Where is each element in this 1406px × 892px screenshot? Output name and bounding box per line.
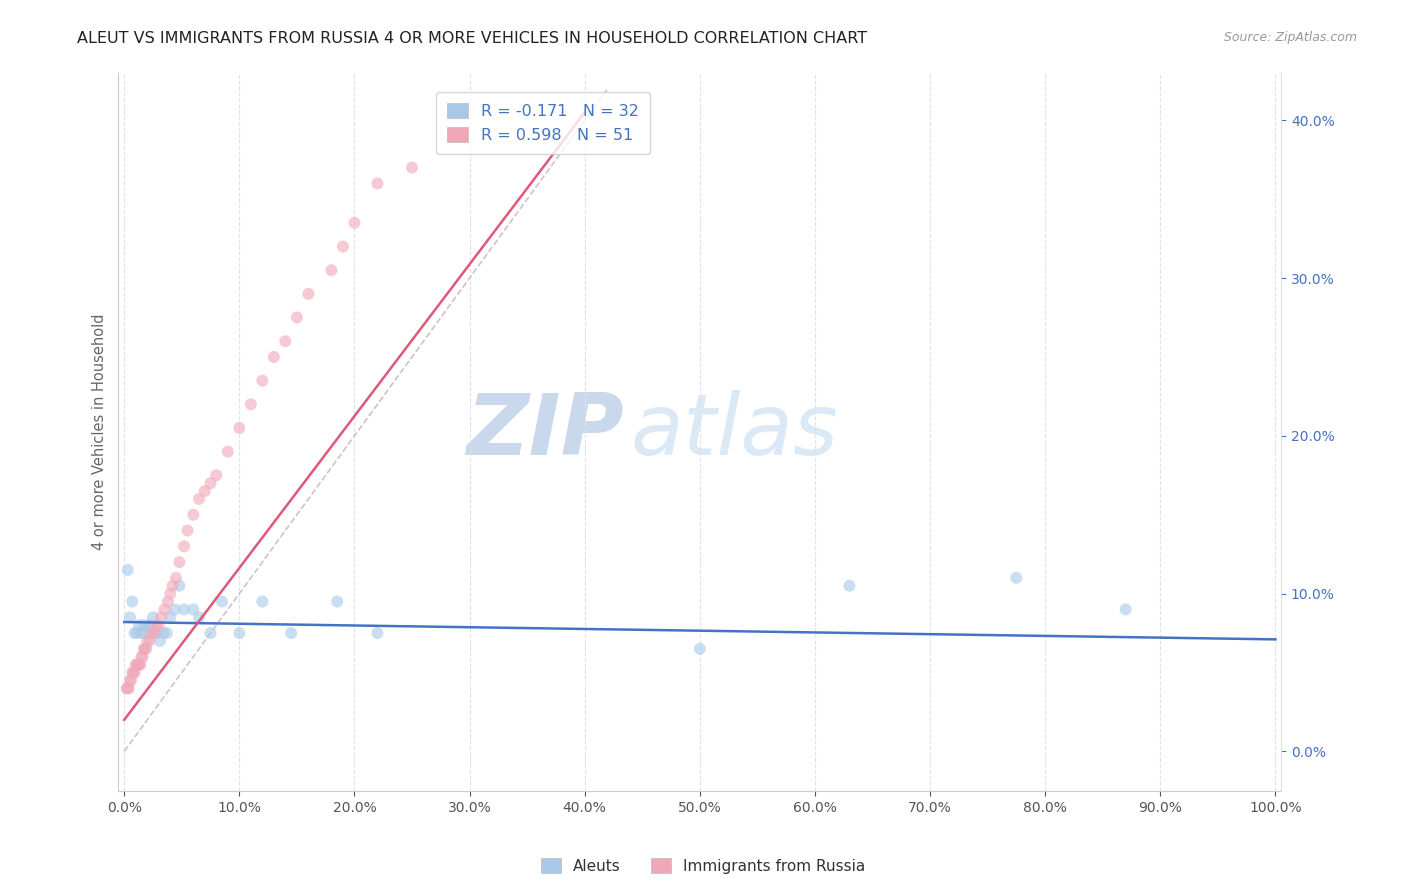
Point [145,618,167,632]
Point [134,641,156,656]
Point [689,641,711,656]
Point [173,539,195,553]
Point [280,626,302,640]
Point [263,350,285,364]
Point [132,641,155,656]
Point [1115,602,1137,616]
Point [165,571,187,585]
Point [125,657,148,672]
Point [200,476,222,491]
Point [149,634,172,648]
Point [118,610,141,624]
Point [138,634,160,648]
Point [162,579,184,593]
Point [128,657,150,672]
Text: ZIP: ZIP [467,391,624,474]
Point [326,594,349,608]
Point [129,657,152,672]
Point [169,555,191,569]
Point [125,657,148,672]
Point [297,286,319,301]
Point [153,602,176,616]
Point [132,618,155,632]
Text: atlas: atlas [630,391,838,474]
Point [124,665,146,680]
Point [122,665,145,680]
Point [239,397,262,411]
Point [211,594,233,608]
Point [332,239,354,253]
Point [120,673,142,688]
Point [194,484,217,499]
Point [135,626,157,640]
Point [173,602,195,616]
Point [321,263,343,277]
Y-axis label: 4 or more Vehicles in Household: 4 or more Vehicles in Household [93,314,107,550]
Point [181,602,204,616]
Point [131,649,153,664]
Point [252,374,274,388]
Point [188,610,211,624]
Point [121,665,143,680]
Point [285,310,308,325]
Legend: Aleuts, Immigrants from Russia: Aleuts, Immigrants from Russia [534,852,872,880]
Text: ALEUT VS IMMIGRANTS FROM RUSSIA 4 OR MORE VEHICLES IN HOUSEHOLD CORRELATION CHAR: ALEUT VS IMMIGRANTS FROM RUSSIA 4 OR MOR… [77,31,868,46]
Point [131,649,153,664]
Point [838,579,860,593]
Point [139,618,162,632]
Point [127,657,149,672]
Point [117,563,139,577]
Point [145,626,167,640]
Legend: R = -0.171   N = 32, R = 0.598   N = 51: R = -0.171 N = 32, R = 0.598 N = 51 [436,92,650,154]
Point [138,618,160,632]
Point [121,594,143,608]
Point [205,468,228,483]
Point [150,610,173,624]
Point [143,626,166,640]
Point [159,586,181,600]
Point [117,681,139,696]
Point [118,673,141,688]
Point [115,681,138,696]
Point [141,626,163,640]
Point [366,177,388,191]
Point [156,626,179,640]
Point [252,594,274,608]
Point [128,618,150,632]
Point [152,626,174,640]
Point [1005,571,1028,585]
Point [228,421,250,435]
Point [156,594,179,608]
Point [200,626,222,640]
Point [176,524,198,538]
Text: Source: ZipAtlas.com: Source: ZipAtlas.com [1223,31,1357,45]
Point [217,444,239,458]
Point [136,634,159,648]
Point [274,334,297,349]
Point [124,626,146,640]
Point [131,626,153,640]
Point [159,610,181,624]
Point [118,681,141,696]
Point [148,618,170,632]
Point [343,216,366,230]
Point [366,626,388,640]
Point [188,491,211,506]
Point [163,602,186,616]
Point [228,626,250,640]
Point [169,579,191,593]
Point [135,641,157,656]
Point [181,508,204,522]
Point [142,610,165,624]
Point [401,161,423,175]
Point [125,626,148,640]
